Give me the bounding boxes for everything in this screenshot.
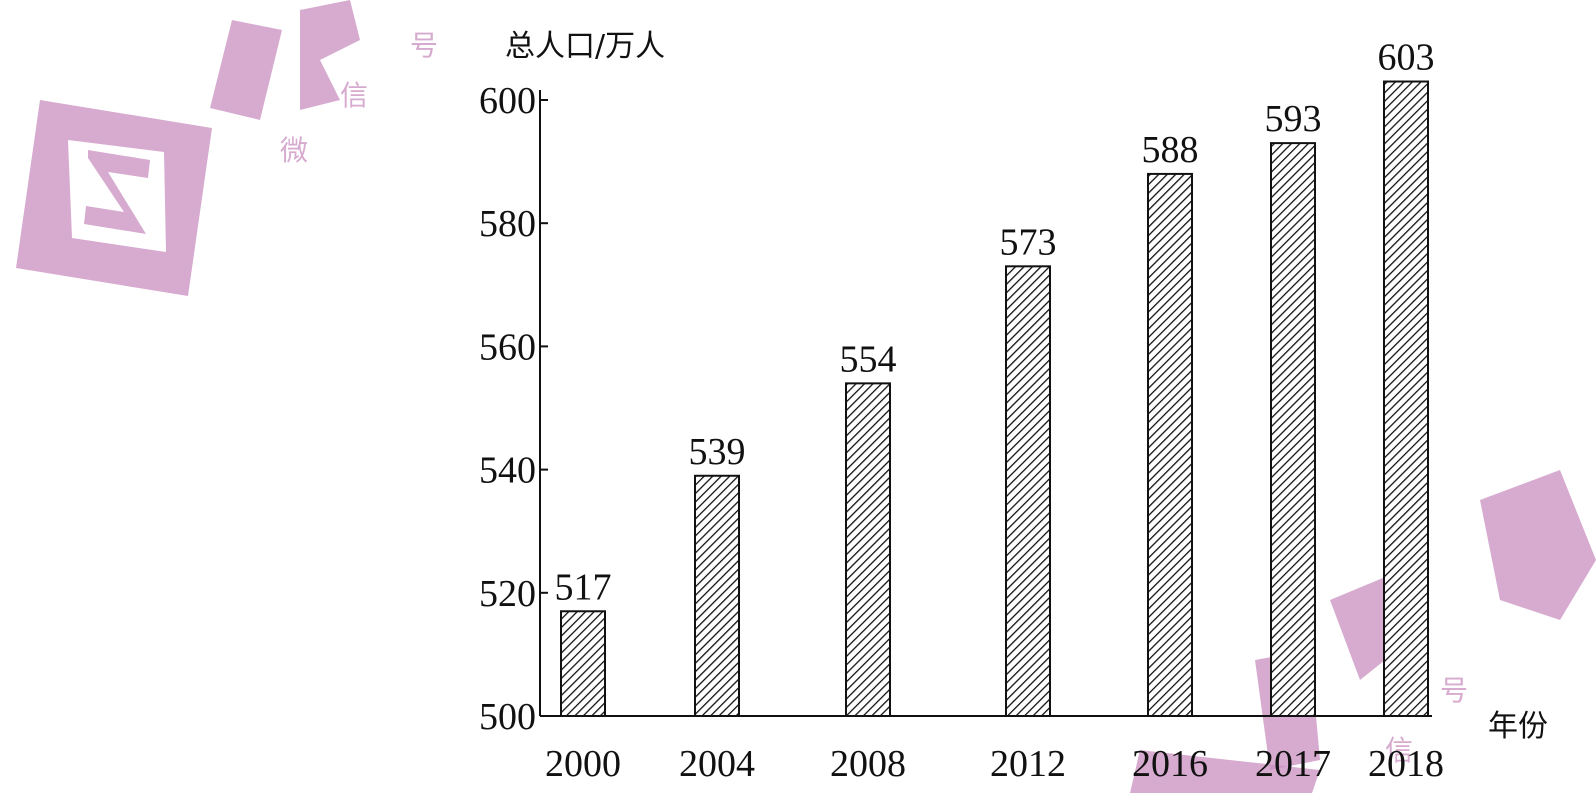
bar-2017 (1270, 142, 1316, 717)
bar-2000 (560, 610, 606, 718)
x-tick-label: 2016 (1132, 743, 1208, 785)
y-tick-label: 560 (479, 326, 536, 368)
x-tick-label: 2012 (990, 743, 1066, 785)
bars: 517 539 554 573 588 593 603 (555, 37, 1435, 718)
watermark-glyph: 微 (280, 134, 308, 167)
x-tick-label: 2017 (1255, 743, 1331, 785)
data-label: 603 (1378, 37, 1435, 79)
x-tick-label: 2018 (1368, 743, 1444, 785)
y-tick-label: 500 (479, 696, 536, 738)
x-tick-label: 2008 (830, 743, 906, 785)
watermark-glyph: 号 (410, 29, 438, 62)
data-label: 593 (1265, 98, 1322, 140)
x-tick-label: 2004 (679, 743, 755, 785)
bar-2018 (1383, 80, 1429, 717)
y-ticks: 500 520 540 560 580 600 (479, 80, 548, 738)
watermark-glyph: 信 (340, 79, 368, 112)
data-label: 517 (555, 566, 612, 608)
x-axis-title: 年份 (1488, 709, 1548, 744)
x-tick-label: 2000 (545, 743, 621, 785)
data-label: 554 (840, 338, 897, 380)
y-tick-label: 540 (479, 450, 536, 492)
x-ticks: 2000 2004 2008 2012 2016 2017 2018 (545, 743, 1444, 785)
bar-2016 (1147, 172, 1193, 718)
y-tick-label: 600 (479, 80, 536, 122)
y-tick-label: 520 (479, 573, 536, 615)
data-label: 588 (1142, 129, 1199, 171)
bar-2004 (694, 474, 740, 718)
watermark-glyph: 信 (1385, 734, 1413, 767)
y-axis-title: 总人口/万人 (505, 29, 665, 64)
bar-2012 (1005, 265, 1051, 717)
bar-2008 (845, 382, 891, 717)
y-tick-label: 580 (479, 203, 536, 245)
data-label: 539 (689, 431, 746, 473)
watermark: 微 信 号 号 信 (16, 0, 1596, 793)
watermark-glyph: 号 (1440, 674, 1468, 707)
data-label: 573 (1000, 221, 1057, 263)
